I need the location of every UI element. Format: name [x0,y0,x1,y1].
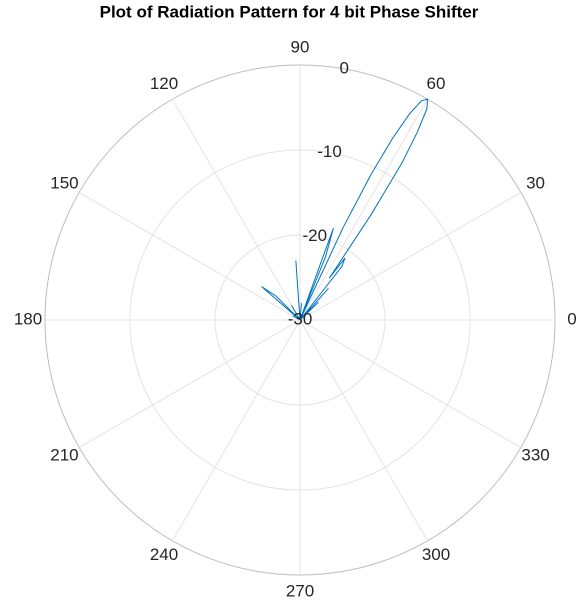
grid-spoke [78,192,301,321]
theta-tick-label: 60 [427,74,446,93]
grid-spoke [172,98,301,321]
theta-tick-label: 150 [50,173,78,192]
grid-spoke [172,319,301,542]
theta-tick-label: 180 [14,309,42,328]
theta-tick-label: 0 [567,309,576,328]
r-tick-label: 0 [340,58,349,77]
grid-spoke [78,319,301,448]
theta-tick-label: 30 [526,173,545,192]
grid-spoke [299,98,428,321]
theta-tick-label: 240 [150,545,178,564]
r-tick-label: -30 [288,309,313,328]
theta-tick-label: 300 [422,545,450,564]
theta-tick-label: 90 [291,37,310,56]
theta-tick-label: 330 [521,445,549,464]
r-tick-label: -20 [302,226,327,245]
theta-tick-label: 210 [50,445,78,464]
r-tick-label: -10 [317,142,342,161]
pattern-line [261,98,429,321]
grid-spoke [299,319,522,448]
grid-spoke [299,192,522,321]
grid-spoke [299,319,428,542]
theta-tick-label: 270 [286,581,314,600]
theta-tick-label: 120 [150,74,178,93]
chart-title: Plot of Radiation Pattern for 4 bit Phas… [100,2,479,21]
